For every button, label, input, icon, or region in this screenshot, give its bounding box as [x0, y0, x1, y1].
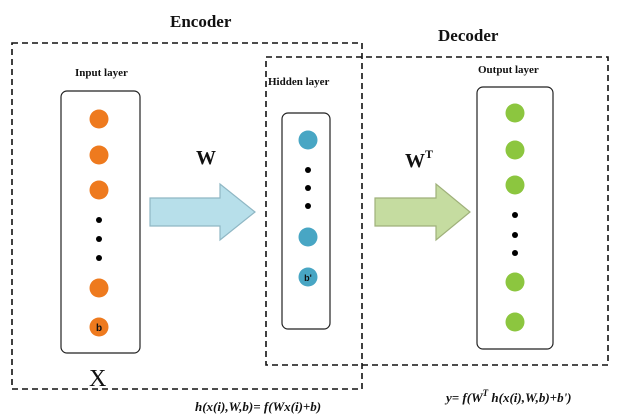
- input-layer-label: Input layer: [75, 67, 128, 79]
- output-node: [505, 103, 525, 123]
- input-node: [89, 278, 109, 298]
- ellipsis-dot: [512, 250, 518, 256]
- input-bias-node: [89, 317, 109, 337]
- ellipsis-dot: [96, 217, 102, 223]
- decoder-formula-pre: y= f(W: [444, 390, 484, 405]
- hidden-bias-label: b': [304, 273, 312, 283]
- hidden-node: [298, 227, 318, 247]
- ellipsis-dot: [512, 212, 518, 218]
- encoder-title: Encoder: [170, 12, 232, 31]
- decoder-formula-sup: T: [483, 388, 489, 398]
- decoder-box: [265, 56, 609, 366]
- hidden-node: [298, 130, 318, 150]
- hidden-nodes: b': [298, 130, 318, 287]
- output-nodes: [505, 103, 525, 332]
- hidden-bias-node: [298, 267, 318, 287]
- encoder-arrow: [149, 182, 256, 242]
- ellipsis-dot: [305, 185, 311, 191]
- decoder-weight-superscript: T: [425, 147, 433, 161]
- ellipsis-dot: [96, 255, 102, 261]
- decoder-weight-base: W: [405, 150, 425, 172]
- output-layer-label: Output layer: [478, 64, 539, 76]
- encoder-formula: h(x(i),W,b)= f(Wx(i)+b): [195, 399, 321, 414]
- output-node: [505, 140, 525, 160]
- decoder-formula-post: h(x(i),W,b)+b'): [488, 390, 571, 405]
- input-nodes: b: [89, 109, 109, 337]
- ellipsis-dot: [305, 167, 311, 173]
- input-symbol: X: [89, 366, 106, 392]
- ellipsis-dot: [512, 232, 518, 238]
- hidden-layer-column: [281, 112, 331, 330]
- encoder-box: [11, 42, 363, 390]
- output-node: [505, 175, 525, 195]
- encoder-weight-label: W: [196, 147, 216, 169]
- decoder-weight-label: WT: [405, 147, 433, 172]
- hidden-layer-label: Hidden layer: [268, 76, 330, 88]
- output-node: [505, 312, 525, 332]
- ellipsis-dot: [305, 203, 311, 209]
- input-bias-label: b: [96, 323, 102, 334]
- input-node: [89, 145, 109, 165]
- decoder-arrow: [374, 182, 471, 242]
- input-node: [89, 109, 109, 129]
- output-node: [505, 272, 525, 292]
- ellipsis-dot: [96, 236, 102, 242]
- decoder-formula: y= f(WT h(x(i),W,b)+b'): [444, 388, 572, 405]
- decoder-title: Decoder: [438, 26, 499, 45]
- input-node: [89, 180, 109, 200]
